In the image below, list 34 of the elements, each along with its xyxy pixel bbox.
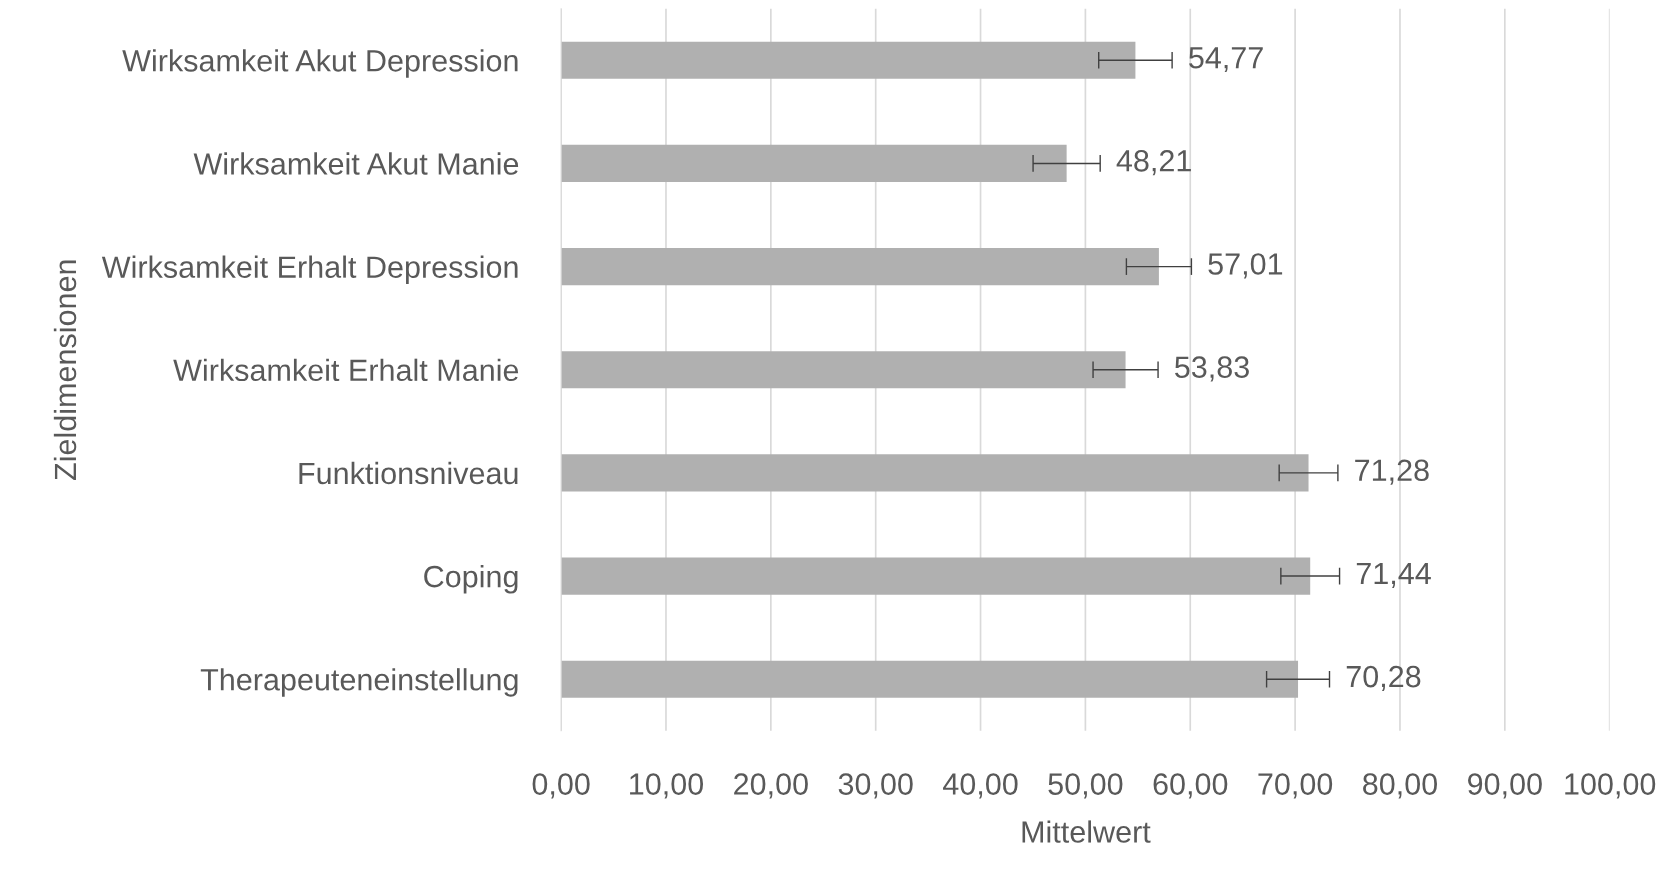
- y-tick-label: Wirksamkeit Erhalt Manie: [173, 358, 519, 382]
- y-tick-label: Funktionsniveau: [299, 461, 518, 485]
- bar: [561, 660, 1299, 698]
- data-label: 57,01: [1208, 253, 1283, 279]
- y-tick-label: Wirksamkeit Akut Depression: [122, 49, 518, 78]
- data-label: 71,44: [1356, 562, 1431, 588]
- bar: [561, 557, 1311, 595]
- y-tick-label: Therapeuteneinstellung: [200, 668, 518, 697]
- bar: [561, 454, 1309, 492]
- x-tick-label: 100,00: [1565, 773, 1656, 799]
- x-tick-label: 40,00: [943, 773, 1018, 799]
- data-label: 54,77: [1189, 47, 1263, 73]
- bar: [561, 248, 1159, 286]
- y-axis-title: Zieldimensionen: [53, 260, 77, 481]
- data-label: 48,21: [1116, 150, 1191, 176]
- x-tick-label: 50,00: [1048, 773, 1123, 799]
- x-tick-label: 20,00: [734, 773, 808, 799]
- y-tick-label: Wirksamkeit Akut Manie: [193, 152, 519, 175]
- y-tick-label: Wirksamkeit Erhalt Depression: [101, 255, 518, 284]
- x-tick-label: 10,00: [630, 773, 704, 799]
- bar: [561, 351, 1126, 389]
- data-label: 53,83: [1175, 356, 1249, 382]
- x-tick-label: 70,00: [1258, 773, 1333, 799]
- x-tick-label: 80,00: [1363, 773, 1438, 799]
- x-tick-label: 90,00: [1468, 773, 1542, 799]
- data-label: 71,28: [1355, 459, 1429, 485]
- y-tick-label: Coping: [424, 564, 518, 594]
- x-tick-label: 30,00: [838, 773, 913, 799]
- x-tick-label: 0,00: [532, 773, 590, 799]
- bar: [561, 144, 1067, 182]
- bar: [561, 41, 1136, 79]
- data-label: 70,28: [1346, 665, 1421, 692]
- x-axis-title: Mittelwert: [1022, 820, 1151, 843]
- x-tick-label: 60,00: [1153, 773, 1228, 799]
